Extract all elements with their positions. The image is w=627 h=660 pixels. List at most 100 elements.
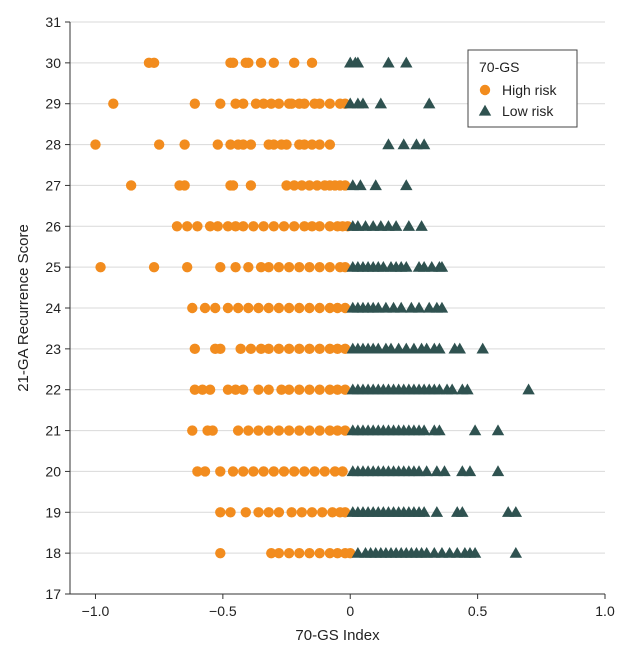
high-risk-point-26-7	[238, 221, 249, 232]
high-risk-point-24-5	[243, 302, 254, 314]
high-risk-point-28-15	[314, 139, 325, 150]
high-risk-point-19-8	[306, 507, 318, 518]
high-risk-point-22-8	[276, 384, 287, 395]
high-risk-point-29-12	[299, 98, 310, 109]
high-risk-point-27-5	[245, 180, 257, 191]
legend-marker-low-risk	[478, 104, 492, 116]
low-risk-point-24-8	[394, 301, 408, 313]
low-risk-point-28-3	[417, 138, 431, 150]
x-tick-label-1: −0.5	[209, 603, 237, 619]
high-risk-point-18-10	[345, 547, 356, 559]
high-risk-point-22-14	[332, 384, 343, 395]
high-risk-point-23-8	[283, 343, 295, 355]
high-risk-point-20-2	[215, 466, 226, 477]
high-risk-point-20-14	[337, 466, 348, 477]
high-risk-point-20-11	[309, 466, 320, 477]
high-risk-point-23-13	[332, 343, 343, 355]
high-risk-point-27-7	[288, 180, 300, 191]
legend-label-high-risk: High risk	[502, 82, 557, 98]
high-risk-point-26-14	[306, 221, 318, 232]
high-risk-point-22-4	[230, 384, 241, 395]
high-risk-point-22-3	[222, 384, 234, 395]
high-risk-point-24-1	[199, 302, 211, 314]
low-risk-point-18-21	[509, 546, 523, 558]
high-risk-point-25-15	[339, 261, 351, 273]
low-risk-point-20-18	[463, 465, 477, 477]
high-risk-point-18-2	[273, 547, 285, 559]
high-risk-point-26-13	[299, 221, 310, 232]
high-risk-point-18-1	[266, 547, 277, 559]
high-risk-point-28-3	[212, 139, 223, 150]
high-risk-point-29-6	[258, 98, 269, 109]
high-risk-point-20-12	[319, 466, 330, 477]
low-risk-point-21-18	[491, 424, 505, 436]
high-risk-point-30-3	[227, 57, 239, 69]
legend-marker-high-risk	[479, 84, 491, 96]
low-risk-point-22-21	[461, 383, 474, 395]
low-risk-point-26-6	[389, 220, 403, 231]
high-risk-point-29-0	[108, 98, 119, 109]
high-risk-point-28-14	[306, 139, 318, 150]
high-risk-point-23-7	[273, 343, 285, 355]
low-risk-point-26-7	[402, 220, 416, 231]
y-tick-label-27: 27	[45, 177, 61, 193]
x-tick-label-3: 0.5	[468, 603, 488, 619]
high-risk-point-20-7	[268, 466, 280, 477]
high-risk-point-19-0	[215, 507, 226, 518]
x-tick-label-2: 0	[346, 603, 354, 619]
high-risk-point-26-12	[288, 221, 300, 232]
high-risk-point-20-1	[199, 466, 211, 477]
high-risk-point-27-10	[311, 180, 323, 191]
high-risk-point-26-5	[222, 221, 234, 232]
high-risk-point-21-3	[232, 425, 244, 436]
high-risk-point-26-2	[192, 221, 203, 232]
high-risk-point-23-5	[255, 343, 267, 355]
y-tick-label-18: 18	[45, 545, 61, 561]
high-risk-point-21-11	[314, 425, 325, 436]
high-risk-point-26-8	[248, 221, 259, 232]
high-risk-point-27-8	[296, 180, 308, 191]
high-risk-point-18-7	[324, 547, 336, 559]
high-risk-point-22-6	[253, 384, 264, 395]
high-risk-point-26-6	[230, 221, 241, 232]
y-tick-label-25: 25	[45, 259, 61, 275]
data-points	[90, 56, 535, 559]
high-risk-point-30-1	[148, 57, 160, 69]
high-risk-point-21-5	[253, 425, 264, 436]
low-risk-point-23-14	[433, 342, 446, 354]
high-risk-point-22-11	[304, 384, 315, 395]
high-risk-point-19-10	[327, 507, 338, 518]
high-risk-point-24-3	[222, 302, 234, 314]
y-tick-label-26: 26	[45, 218, 61, 234]
high-risk-point-21-4	[243, 425, 254, 436]
y-tick-label-28: 28	[45, 137, 61, 153]
low-risk-point-29-4	[423, 97, 436, 109]
low-risk-point-30-2	[351, 56, 365, 68]
high-risk-point-20-9	[288, 466, 300, 477]
low-risk-point-24-13	[435, 301, 449, 313]
high-risk-point-24-11	[304, 302, 315, 314]
high-risk-point-25-1	[148, 261, 160, 273]
high-risk-point-21-13	[332, 425, 343, 436]
y-tick-label-31: 31	[45, 14, 61, 30]
high-risk-point-29-5	[250, 98, 262, 109]
high-risk-point-26-4	[212, 221, 223, 232]
high-risk-point-23-11	[314, 343, 325, 355]
high-risk-point-29-15	[324, 98, 336, 109]
high-risk-point-24-15	[339, 302, 351, 314]
high-risk-point-24-12	[314, 302, 325, 314]
high-risk-point-25-6	[255, 261, 267, 273]
y-tick-label-21: 21	[45, 423, 61, 439]
y-tick-label-30: 30	[45, 55, 61, 71]
high-risk-point-25-3	[215, 261, 226, 273]
high-risk-point-22-10	[294, 384, 305, 395]
y-tick-label-29: 29	[45, 96, 61, 112]
high-risk-point-25-8	[273, 261, 285, 273]
high-risk-point-28-0	[90, 139, 101, 150]
low-risk-point-20-19	[491, 465, 505, 477]
high-risk-point-19-4	[263, 507, 274, 518]
high-risk-point-20-0	[192, 466, 203, 477]
high-risk-point-23-10	[304, 343, 315, 355]
high-risk-point-28-11	[281, 139, 292, 150]
